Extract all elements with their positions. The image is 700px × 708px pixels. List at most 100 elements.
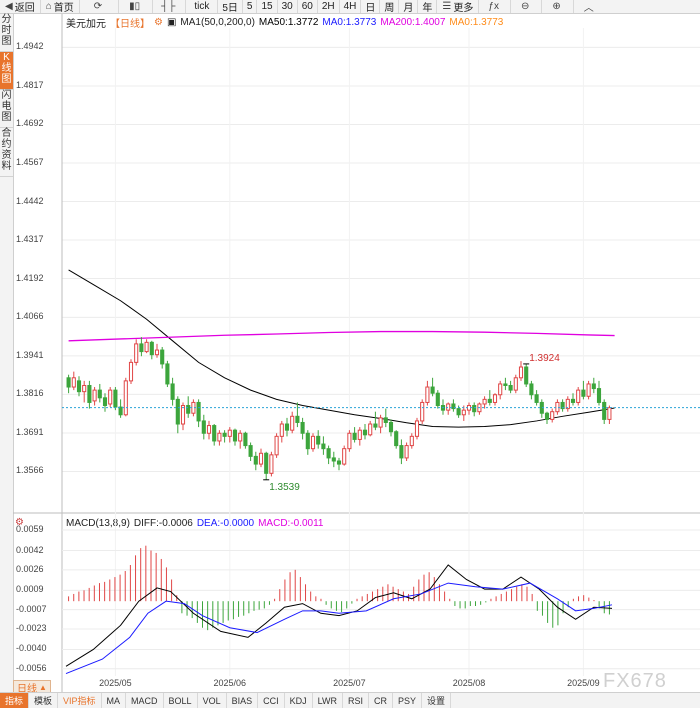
chevron-up-icon: ︿ [583, 3, 594, 14]
date-tick-label: 2025/07 [333, 678, 366, 688]
macd-params: MACD(13,8,9) [66, 518, 130, 529]
collapse-button[interactable]: ︿ [574, 0, 606, 14]
period-day[interactable]: 日 [361, 0, 381, 14]
tab-lwr[interactable]: LWR [313, 693, 343, 708]
candle-body [373, 423, 378, 428]
bar-type-button[interactable]: ┤├ [153, 0, 187, 13]
candle [591, 377, 596, 394]
candle [82, 380, 87, 403]
period-5d[interactable]: 5日 [218, 0, 243, 14]
candle [258, 448, 264, 468]
tab-cci[interactable]: CCI [258, 693, 285, 708]
candle [269, 451, 274, 477]
tab-macd[interactable]: MACD [126, 693, 164, 708]
tab-boll[interactable]: BOLL [164, 693, 198, 708]
candle [248, 442, 253, 461]
candle [357, 427, 362, 446]
tab-template[interactable]: 模板 [29, 693, 59, 708]
tab-flash-chart[interactable]: 闪电图 [0, 90, 13, 128]
price-tick-label: 1.4567 [16, 156, 44, 167]
period-2h[interactable]: 2H [318, 0, 340, 13]
settings-icon[interactable]: ⚙ [154, 17, 163, 28]
tab-kdj[interactable]: KDJ [285, 693, 313, 708]
tab-indicator[interactable]: 指标 [0, 693, 30, 708]
tab-vip-indicator[interactable]: VIP指标 [58, 693, 102, 708]
period-15m[interactable]: 15 [257, 0, 278, 13]
tab-settings[interactable]: 设置 [422, 693, 451, 708]
tab-rsi[interactable]: RSI [343, 693, 369, 708]
candle [544, 411, 550, 425]
candle [581, 380, 586, 400]
candle-body [456, 408, 461, 416]
indicator-menu-icon[interactable]: ▣ [166, 17, 177, 28]
more-button[interactable]: ☰ 更多 [437, 0, 480, 14]
candle-body [399, 445, 404, 459]
candle [534, 390, 539, 406]
home-button[interactable]: ⌂ 首页 [41, 0, 80, 14]
zoom-in-button[interactable]: ⊕ [542, 0, 574, 13]
candle [206, 420, 212, 440]
candle-body [388, 421, 394, 433]
candle [529, 380, 534, 400]
tab-vol[interactable]: VOL [198, 693, 227, 708]
price-tick-label: 1.4442 [16, 195, 44, 206]
candle [420, 399, 425, 425]
macd-line-diff [65, 564, 613, 667]
macd-tick-label: 0.0009 [16, 584, 44, 595]
period-30m[interactable]: 30 [278, 0, 298, 13]
candle [435, 390, 440, 409]
candle-body [144, 341, 149, 353]
candle [180, 402, 186, 431]
candle-body [227, 429, 232, 437]
tab-bias[interactable]: BIAS [227, 693, 259, 708]
period-week[interactable]: 周 [380, 0, 400, 14]
candle-body [206, 425, 212, 434]
tab-timeshare[interactable]: 分时图 [0, 14, 13, 52]
candle [508, 380, 513, 394]
candle-body [92, 389, 97, 402]
candle-body [165, 363, 170, 385]
macd-tick-label: -0.0056 [16, 662, 47, 673]
candle [118, 399, 123, 418]
period-4h[interactable]: 4H [340, 0, 362, 13]
candle-body [591, 383, 596, 390]
candle [409, 433, 414, 449]
candle [108, 387, 113, 408]
candle-body [76, 380, 82, 393]
home-icon: ⌂ [45, 1, 52, 12]
period-5m[interactable]: 5 [243, 0, 258, 13]
ma-line-ma50 [68, 269, 615, 428]
candle-body [102, 397, 108, 407]
macd-tick-label: -0.0040 [16, 643, 47, 654]
chart-grid [13, 14, 700, 692]
candle-body [586, 383, 591, 397]
candle [503, 377, 508, 391]
candle [139, 337, 144, 357]
period-60m[interactable]: 60 [298, 0, 318, 13]
back-button[interactable]: ◀ 返回 [0, 0, 41, 14]
candle [222, 430, 227, 443]
tab-kline[interactable]: K线图 [0, 52, 13, 90]
candle-body [607, 407, 612, 420]
candle-body [118, 406, 123, 416]
period-year[interactable]: 年 [418, 0, 438, 14]
tab-psy[interactable]: PSY [393, 693, 422, 708]
macd-dea-value: DEA:-0.0000 [196, 518, 255, 529]
tab-contract-info[interactable]: 合约资料 [0, 128, 13, 177]
candle [196, 399, 201, 428]
tick-button[interactable]: tick [186, 0, 219, 13]
macd-settings-icon[interactable]: ⚙ [15, 517, 24, 528]
macd-macd-value: MACD:-0.0011 [258, 518, 324, 529]
period-month[interactable]: 月 [399, 0, 419, 14]
candle-body [154, 349, 160, 356]
tab-ma[interactable]: MA [102, 693, 127, 708]
refresh-button[interactable]: ⟳ [80, 0, 120, 13]
zoom-out-button[interactable]: ⊖ [511, 0, 543, 13]
candlestick-type-button[interactable]: ▮▯ [119, 0, 154, 13]
candle-body [524, 366, 529, 385]
formula-button[interactable]: ƒx [479, 0, 511, 13]
candle-body [87, 384, 92, 403]
tab-cr[interactable]: CR [369, 693, 393, 708]
candle [201, 414, 206, 440]
